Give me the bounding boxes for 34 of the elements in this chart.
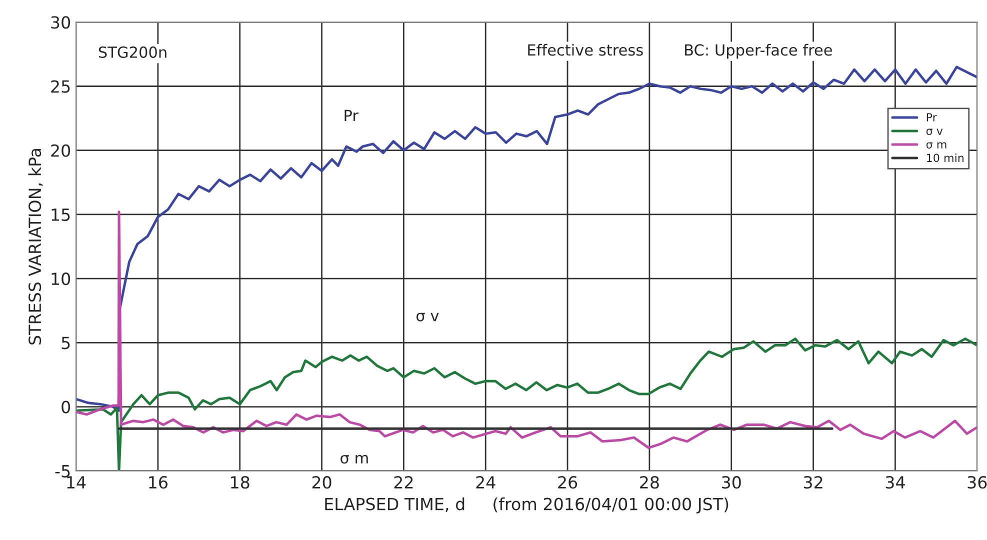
annotation: BC: Upper-face free bbox=[685, 44, 832, 59]
y-tick-label: 5 bbox=[62, 336, 70, 350]
y-tick-label: 20 bbox=[51, 144, 70, 157]
annotation: σ m bbox=[340, 454, 368, 464]
x-tick-label: 28 bbox=[640, 476, 659, 489]
legend-label: Pr bbox=[926, 113, 937, 122]
legend-label: σ v bbox=[926, 128, 943, 136]
legend-label: σ m bbox=[926, 142, 946, 149]
line-series bbox=[76, 210, 978, 450]
y-tick-label: 10 bbox=[52, 272, 70, 286]
x-tick-label: 14 bbox=[67, 476, 86, 488]
y-tick-label: -5 bbox=[55, 465, 70, 478]
y-tick-label: 25 bbox=[51, 80, 70, 93]
x-tick-label: 36 bbox=[968, 476, 987, 489]
x-tick-label: 30 bbox=[722, 476, 741, 489]
x-tick-label: 16 bbox=[149, 476, 168, 489]
x-tick-label: 24 bbox=[476, 476, 496, 488]
y-axis-title: STRESS VARIATION, kPa bbox=[28, 148, 43, 344]
y-tick-label: 30 bbox=[51, 16, 70, 29]
line-series bbox=[76, 66, 978, 412]
x-tick-label: 20 bbox=[312, 476, 332, 489]
y-tick-label: 15 bbox=[52, 208, 70, 222]
x-tick-label: 26 bbox=[558, 476, 578, 489]
x-tick-label: 34 bbox=[886, 476, 905, 489]
annotation: σ v bbox=[416, 312, 439, 322]
annotation: Pr bbox=[344, 110, 358, 122]
annotation: STG200n bbox=[98, 46, 166, 58]
x-tick-label: 18 bbox=[231, 476, 250, 489]
x-tick-label: 32 bbox=[804, 476, 822, 489]
legend-label: 10 min bbox=[927, 154, 964, 162]
x-axis-title: ELAPSED TIME, d (from 2016/04/01 00:00 JST) bbox=[325, 497, 728, 514]
y-tick-label: 0 bbox=[62, 400, 70, 414]
annotation: Effective stress bbox=[528, 44, 643, 56]
x-tick-label: 22 bbox=[394, 476, 413, 488]
